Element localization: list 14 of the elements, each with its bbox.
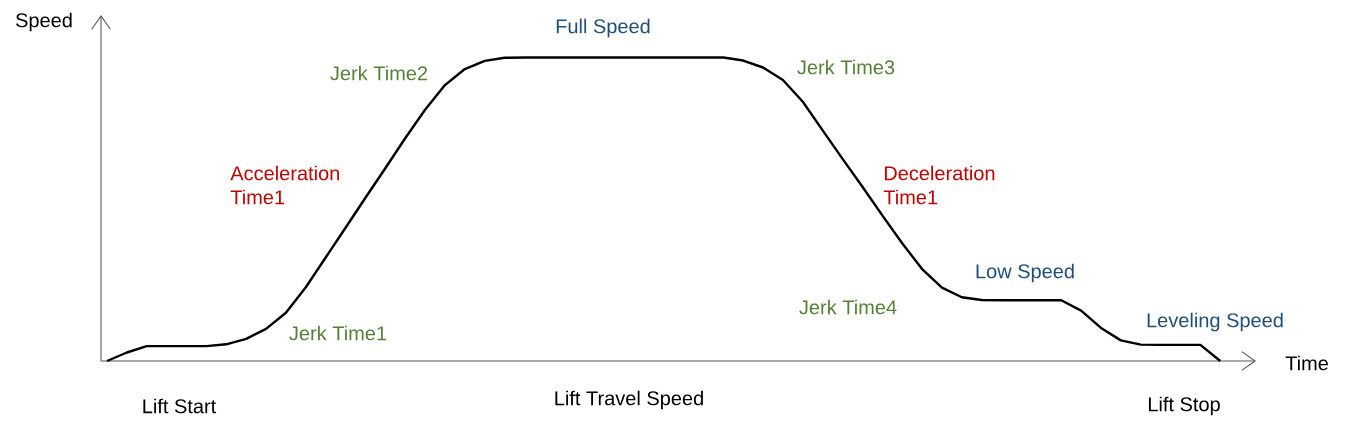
y-axis-title: Speed	[15, 12, 72, 32]
text: Lift Travel Speed	[555, 390, 703, 410]
annotation: Jerk Time2	[330, 65, 428, 81]
annotation: Jerk Time4	[799, 299, 897, 315]
annotation: Jerk Time1	[289, 325, 387, 341]
text: Lift Stop	[1148, 396, 1220, 416]
annotation: Jerk Time3	[797, 59, 895, 75]
x-axis-title: Time	[1285, 355, 1328, 371]
text: Lift Start	[143, 398, 217, 414]
annotation: Low Speed	[976, 263, 1074, 283]
annotation: Leveling Speed	[1147, 312, 1283, 332]
annotation: Acceleration Time1	[230, 165, 340, 205]
annotation: Deceleration Time1	[883, 165, 995, 205]
text: Full Speed	[556, 18, 650, 38]
